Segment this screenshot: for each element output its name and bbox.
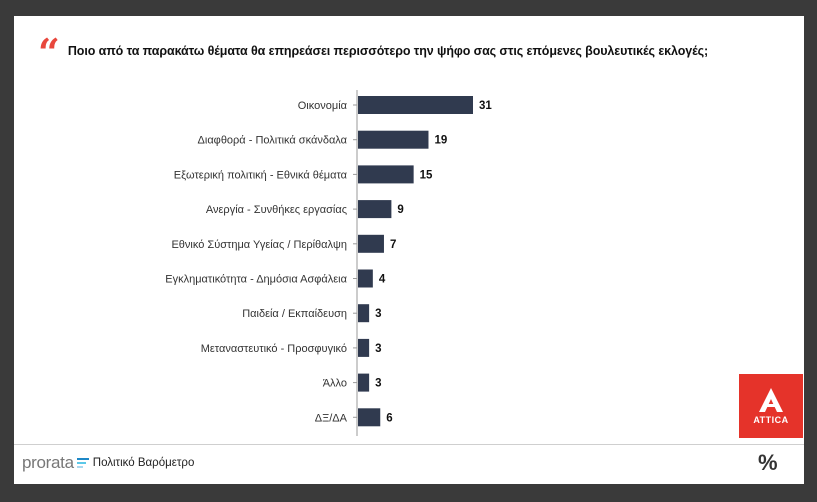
category-label: Εγκληματικότητα - Δημόσια Ασφάλεια (165, 274, 347, 286)
bar (358, 234, 384, 253)
data-label: 15 (420, 169, 433, 181)
bar-chart: Οικονομία 31 Διαφθορά - Πολιτικά σκάνδαλα 1… (165, 90, 492, 436)
chart-title: Ποιο από τα παρακάτω θέματα θα επηρεάσει… (67, 44, 709, 58)
percent-icon: % (758, 450, 778, 475)
attica-logo: ATTICA (739, 374, 803, 438)
attica-a-icon (759, 388, 783, 412)
category-label: Ανεργία - Συνθήκες εργασίας (206, 204, 347, 216)
bar (358, 130, 429, 149)
quote-icon: “ (38, 30, 60, 75)
category-label: Μεταναστευτικό - Προσφυγικό (201, 343, 347, 355)
bar (358, 338, 370, 357)
bar (358, 408, 381, 427)
footer: prorata Πολιτικό Βαρόμετρο (22, 453, 194, 473)
bar (358, 165, 414, 184)
category-label: Εθνικό Σύστημα Υγείας / Περίθαλψη (171, 239, 347, 251)
data-label: 6 (386, 412, 392, 424)
category-label: Παιδεία / Εκπαίδευση (242, 308, 347, 320)
category-label: Εξωτερική πολιτική - Εθνικά θέματα (174, 169, 348, 181)
category-label: ΔΞ/ΔΑ (315, 412, 348, 424)
data-label: 31 (479, 100, 492, 112)
data-label: 7 (390, 239, 396, 251)
footer-text: Πολιτικό Βαρόμετρο (92, 457, 195, 469)
data-label: 4 (379, 274, 386, 286)
data-label: 19 (434, 135, 447, 147)
category-label: Άλλο (323, 378, 347, 390)
data-label: 3 (375, 378, 381, 390)
footer-divider (14, 444, 804, 445)
data-label: 3 (375, 308, 381, 320)
brand-logo: prorata (22, 453, 74, 472)
chart-card: “ Ποιο από τα παρακάτω θέματα θα επηρεάσ… (14, 16, 804, 484)
category-label: Διαφθορά - Πολιτικά σκάνδαλα (198, 135, 348, 147)
title-row: “ Ποιο από τα παρακάτω θέματα θα επηρεάσ… (38, 30, 794, 75)
bar (358, 269, 373, 288)
brand-mark-icon (76, 458, 89, 468)
data-label: 3 (375, 343, 381, 355)
bar (358, 373, 370, 392)
attica-label: ATTICA (753, 415, 789, 425)
data-label: 9 (397, 204, 403, 216)
bar (358, 96, 473, 114)
category-label: Οικονομία (298, 100, 348, 112)
bar (358, 200, 392, 219)
bar (358, 304, 370, 323)
